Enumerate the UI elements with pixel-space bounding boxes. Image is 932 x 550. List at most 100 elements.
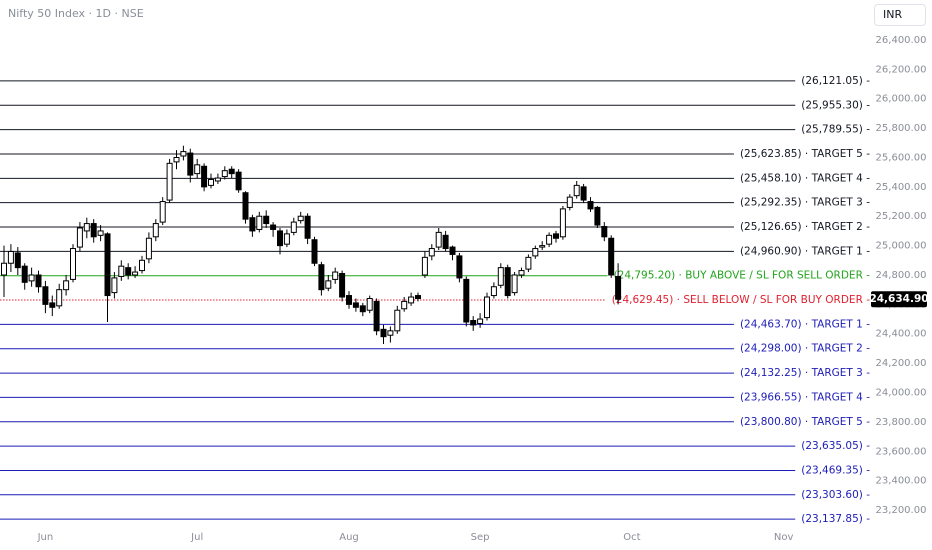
x-tick-label: Oct bbox=[623, 532, 640, 543]
candle-body bbox=[559, 208, 566, 238]
candle-body bbox=[187, 152, 194, 176]
candle-body bbox=[318, 264, 325, 291]
candle-body bbox=[325, 280, 332, 289]
level-label: (24,298.00) · TARGET 2 - bbox=[740, 343, 870, 355]
candle-body bbox=[194, 164, 201, 175]
candle-body bbox=[139, 259, 145, 272]
y-tick-label: 24,800.00 bbox=[876, 270, 927, 281]
y-tick-label: 25,800.00 bbox=[876, 123, 927, 134]
candle-body bbox=[256, 215, 263, 230]
level-label: (24,463.70) · TARGET 1 - bbox=[740, 318, 870, 330]
candle-body bbox=[490, 286, 497, 297]
candle-body bbox=[235, 171, 242, 191]
candle-body bbox=[111, 277, 118, 294]
candle-body bbox=[339, 273, 346, 298]
level-label: (23,137.85) - bbox=[801, 513, 870, 525]
candle-body bbox=[539, 245, 546, 248]
y-tick-label: 26,400.00 bbox=[876, 35, 927, 46]
candle-body bbox=[470, 320, 477, 326]
level-label: (25,126.65) · TARGET 2 - bbox=[740, 221, 870, 233]
candle-body bbox=[546, 234, 553, 245]
candle-body bbox=[594, 206, 601, 226]
candle-body bbox=[173, 156, 180, 163]
level-label: (24,795.20) · BUY ABOVE / SL FOR SELL OR… bbox=[614, 270, 871, 282]
candle-body bbox=[366, 297, 373, 311]
candle-body bbox=[249, 217, 256, 232]
candle-body bbox=[132, 271, 139, 276]
candle-body bbox=[401, 300, 408, 310]
candle-body bbox=[290, 221, 297, 233]
candle-body bbox=[566, 196, 573, 208]
candle-body bbox=[97, 230, 104, 236]
candle-body bbox=[587, 201, 594, 210]
candle-body bbox=[504, 267, 511, 297]
y-tick-label: 24,400.00 bbox=[876, 329, 927, 340]
candle-body bbox=[346, 295, 352, 305]
candle-body bbox=[608, 237, 615, 276]
y-tick-label: 25,200.00 bbox=[876, 211, 927, 222]
level-label: (23,303.60) - bbox=[801, 489, 870, 501]
candle-body bbox=[166, 162, 173, 201]
level-label: (26,121.05) - bbox=[801, 75, 870, 87]
candle-body bbox=[580, 186, 587, 201]
candle-body bbox=[7, 250, 14, 264]
candle-body bbox=[49, 302, 56, 308]
candle-body bbox=[214, 177, 221, 182]
candle-body bbox=[145, 237, 152, 260]
y-tick-label: 23,400.00 bbox=[876, 476, 927, 487]
x-tick-label: Jul bbox=[190, 532, 203, 543]
candle-body bbox=[90, 223, 97, 238]
candle-body bbox=[573, 184, 580, 197]
level-label: (25,789.55) - bbox=[801, 124, 870, 136]
level-label: (23,635.05) - bbox=[801, 440, 870, 452]
candle-body bbox=[615, 275, 622, 300]
candle-body bbox=[180, 151, 187, 157]
candle-body bbox=[601, 226, 608, 238]
chart-title: Nifty 50 Index · 1D · NSE bbox=[8, 7, 144, 20]
candle-body bbox=[297, 215, 304, 222]
candle-body bbox=[408, 296, 415, 304]
candle-body bbox=[28, 274, 35, 282]
level-label: (23,800.80) · TARGET 5 - bbox=[740, 416, 870, 428]
candle-body bbox=[76, 227, 83, 248]
currency-button[interactable]: INR bbox=[874, 4, 926, 26]
candle-body bbox=[125, 267, 132, 276]
candle-body bbox=[435, 231, 442, 248]
candle-body bbox=[221, 170, 228, 178]
candle-body bbox=[415, 295, 421, 299]
candle-body bbox=[373, 300, 380, 332]
candle-body bbox=[421, 256, 428, 276]
y-tick-label: 23,600.00 bbox=[876, 446, 927, 457]
x-tick-label: Sep bbox=[471, 532, 490, 543]
level-label: (25,955.30) - bbox=[801, 99, 870, 111]
candle-body bbox=[449, 246, 456, 255]
candle-body bbox=[463, 278, 470, 323]
candle-body bbox=[104, 233, 111, 297]
candle-body bbox=[152, 223, 159, 238]
level-label: (25,458.10) · TARGET 4 - bbox=[740, 172, 870, 184]
candle-body bbox=[352, 302, 359, 308]
candle-body bbox=[201, 165, 208, 188]
candle-body bbox=[283, 233, 290, 245]
x-tick-label: Jun bbox=[37, 532, 54, 543]
candle-body bbox=[208, 179, 214, 186]
y-tick-label: 24,200.00 bbox=[876, 358, 927, 369]
x-tick-label: Nov bbox=[774, 532, 794, 543]
y-tick-label: 25,000.00 bbox=[876, 241, 927, 252]
candle-body bbox=[14, 252, 21, 269]
candle-body bbox=[456, 255, 463, 279]
candle-body bbox=[70, 248, 76, 280]
y-tick-label: 25,400.00 bbox=[876, 182, 927, 193]
candle-body bbox=[35, 274, 42, 288]
candle-body bbox=[56, 289, 63, 307]
candle-body bbox=[553, 233, 559, 239]
level-label: (23,469.35) - bbox=[801, 464, 870, 476]
candle-body bbox=[477, 318, 484, 324]
y-tick-label: 25,600.00 bbox=[876, 152, 927, 163]
y-tick-label: 23,800.00 bbox=[876, 417, 927, 428]
candle-body bbox=[428, 248, 435, 257]
candle-body bbox=[228, 168, 235, 175]
candle-body bbox=[118, 265, 125, 277]
